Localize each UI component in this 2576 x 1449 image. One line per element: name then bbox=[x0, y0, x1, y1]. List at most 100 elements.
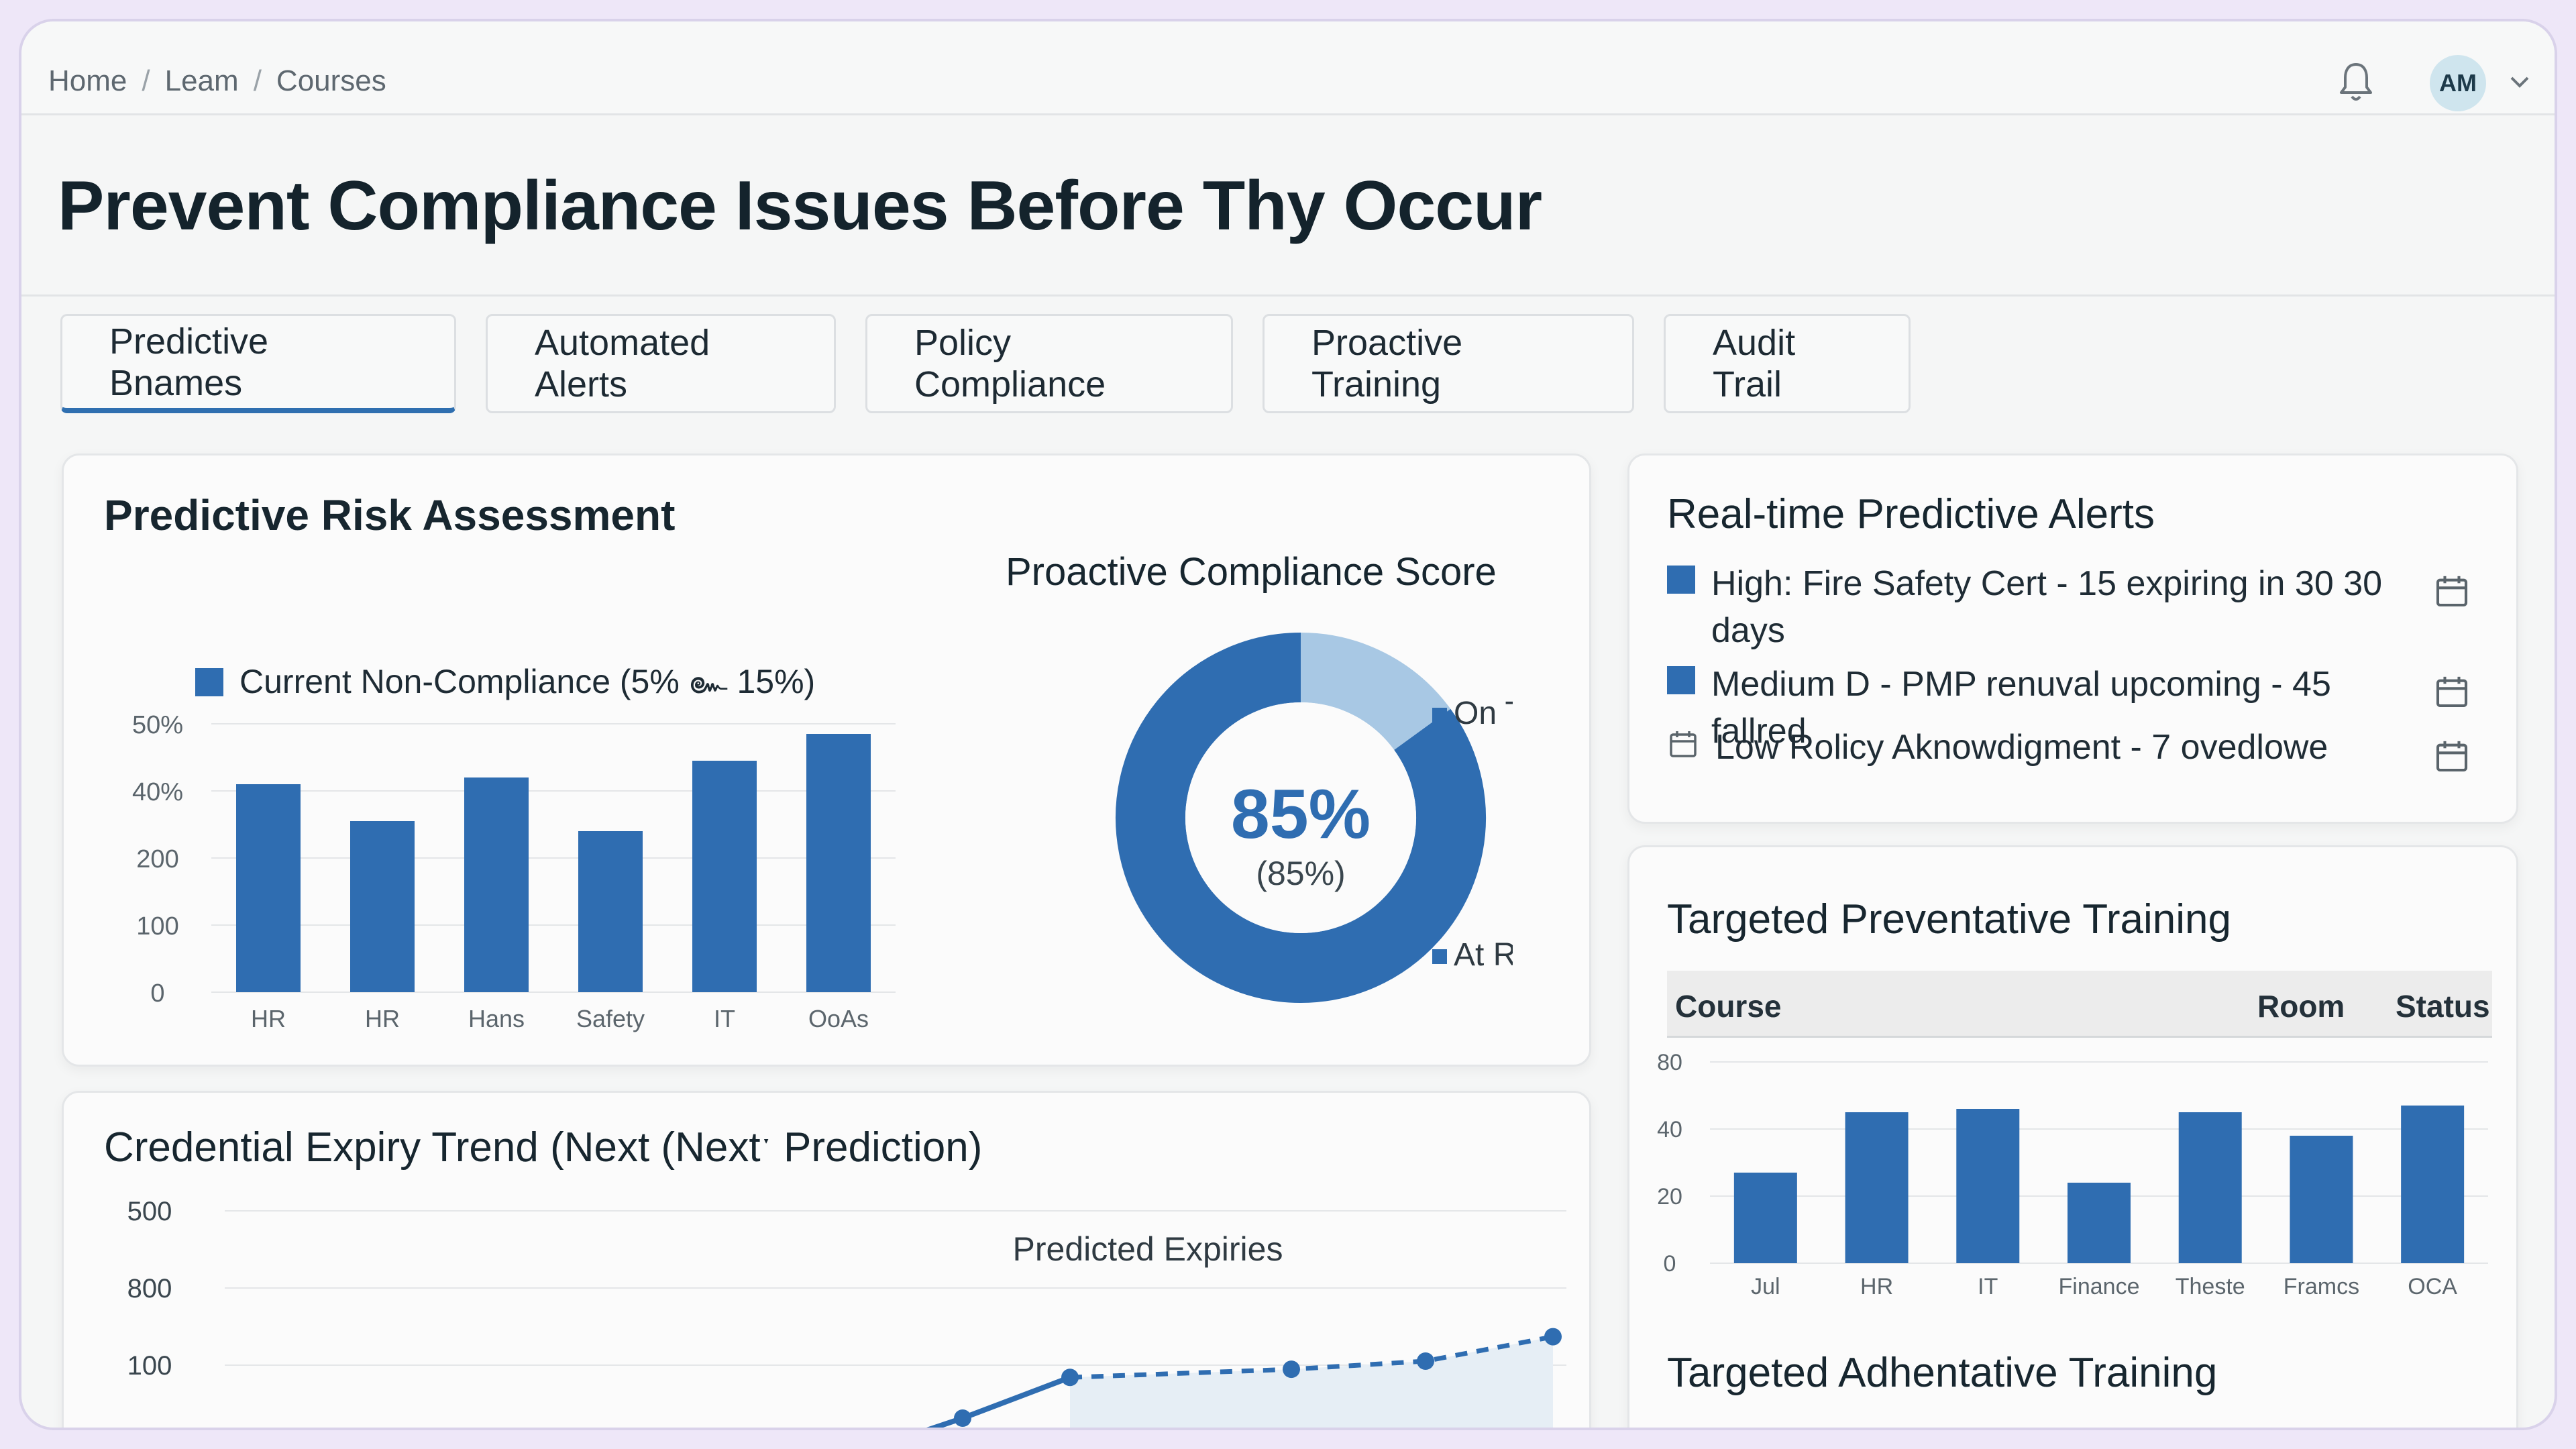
calendar-icon[interactable] bbox=[2433, 737, 2471, 775]
alert-text: High: Fire Safety Cert - 15 expiring in … bbox=[1711, 564, 2383, 650]
score-title: Proactive Compliance Score bbox=[1006, 550, 1497, 594]
y-tick-label: 0 bbox=[1664, 1251, 1676, 1277]
x-tick-label: IT bbox=[1978, 1274, 1998, 1297]
x-tick-label: HR bbox=[251, 1005, 286, 1032]
donut-legend-on-track: On Track bbox=[1454, 696, 1513, 731]
training-card-title: Targeted Preventative Training bbox=[1667, 896, 2231, 943]
alert-item[interactable]: Medium D - PMP renuval upcoming - 45 fal… bbox=[1667, 661, 2429, 755]
tab-predictive[interactable]: Predictive Bnames bbox=[60, 314, 456, 413]
y-tick-label: 80 bbox=[1657, 1050, 1682, 1075]
x-tick-label: Jul bbox=[1751, 1274, 1780, 1297]
donut-legend-at-risk: At Risk) bbox=[1454, 937, 1513, 973]
compliance-donut-chart: 85% (85%) On Track At Risk) bbox=[1116, 633, 1513, 1003]
risk-assessment-card: Predictive Risk Assessment Current Non-C… bbox=[62, 453, 1591, 1067]
risk-legend: Current Non-Compliance (5% ๛ 15%) bbox=[195, 655, 815, 708]
predicted-area bbox=[1070, 1336, 1553, 1428]
bar bbox=[2401, 1106, 2465, 1263]
calendar-icon[interactable] bbox=[2433, 572, 2471, 610]
data-point bbox=[1544, 1328, 1562, 1346]
x-tick-label: IT bbox=[714, 1005, 735, 1032]
y-tick-label: 40% bbox=[132, 778, 183, 806]
y-tick-label: 800 bbox=[127, 1274, 172, 1303]
y-tick-label: 20 bbox=[1657, 1184, 1682, 1210]
alert-item[interactable]: High: Fire Safety Cert - 15 expiring in … bbox=[1667, 560, 2429, 654]
y-tick-label: 50% bbox=[132, 711, 183, 739]
breadcrumb-learn[interactable]: Leam bbox=[164, 64, 239, 97]
tab-automated-alerts[interactable]: Automated Alerts bbox=[486, 314, 836, 413]
at-risk-swatch bbox=[1432, 949, 1447, 964]
alert-item[interactable]: Low Rolicy Aknowdigment - 7 ovedlowe bbox=[1667, 724, 2433, 771]
training-card: Targeted Preventative Training Course Ro… bbox=[1627, 845, 2518, 1428]
bar bbox=[350, 821, 415, 992]
title-bar: Prevent Compliance Issues Before Thy Occ… bbox=[21, 115, 2555, 297]
bar bbox=[2290, 1136, 2353, 1263]
avatar[interactable]: AM bbox=[2430, 55, 2486, 111]
breadcrumb-courses[interactable]: Courses bbox=[276, 64, 386, 97]
y-tick-label: 0 bbox=[150, 979, 164, 1008]
bar bbox=[2068, 1183, 2131, 1263]
top-bar: Home / Leam / Courses AM bbox=[21, 21, 2555, 115]
column-room[interactable]: Room bbox=[2257, 989, 2345, 1024]
data-point bbox=[1417, 1352, 1434, 1370]
bar bbox=[1845, 1112, 1909, 1263]
predicted-expiries-label: Predicted Expiries bbox=[1013, 1230, 1283, 1268]
score-value: 85% bbox=[1231, 775, 1371, 853]
page-title: Prevent Compliance Issues Before Thy Occ… bbox=[58, 167, 1542, 245]
x-tick-label: HR bbox=[1860, 1274, 1893, 1297]
tab-bar: Predictive Bnames Automated Alerts Polic… bbox=[60, 314, 1911, 413]
bar bbox=[236, 784, 301, 992]
bar bbox=[464, 777, 529, 992]
x-tick-label: Framcs bbox=[2284, 1274, 2359, 1297]
on-track-swatch bbox=[1432, 708, 1447, 722]
predicted-line bbox=[1069, 1334, 1554, 1380]
column-course[interactable]: Course bbox=[1675, 989, 1782, 1024]
alerts-card-title: Real-time Predictive Alerts bbox=[1667, 491, 2155, 537]
y-tick-label: 200 bbox=[136, 845, 178, 873]
training-table-header: Course Room Status bbox=[1667, 971, 2492, 1038]
bar bbox=[1733, 1173, 1797, 1263]
tab-proactive-training[interactable]: Proactive Training bbox=[1263, 314, 1634, 413]
y-tick-label: 100 bbox=[127, 1351, 172, 1381]
breadcrumb: Home / Leam / Courses bbox=[48, 64, 386, 98]
trend-card-title: Credential Expiry Trend (Next (Nextˑ Pre… bbox=[104, 1124, 983, 1171]
chevron-down-icon[interactable] bbox=[2504, 66, 2536, 98]
alert-text: Medium D - PMP renuval upcoming - 45 fal… bbox=[1711, 665, 2331, 751]
notification-bell-icon[interactable] bbox=[2329, 55, 2383, 109]
risk-card-title: Predictive Risk Assessment bbox=[104, 491, 676, 539]
donut-slice bbox=[1116, 633, 1486, 1003]
legend-swatch bbox=[195, 667, 223, 696]
x-tick-label: HR bbox=[365, 1005, 400, 1032]
data-point bbox=[1061, 1368, 1079, 1387]
x-tick-label: OoAs bbox=[808, 1005, 869, 1032]
priority-high-marker bbox=[1667, 566, 1695, 594]
calendar-icon[interactable] bbox=[2433, 673, 2471, 710]
x-tick-label: OCA bbox=[2408, 1274, 2457, 1297]
y-tick-label: 40 bbox=[1657, 1117, 1682, 1142]
app-window: Home / Leam / Courses AM Prevent Complia… bbox=[21, 21, 2555, 1428]
data-point bbox=[954, 1409, 971, 1427]
bar bbox=[692, 761, 757, 992]
next-training-title: Targeted Adhentative Training bbox=[1667, 1350, 2218, 1396]
alerts-card: Real-time Predictive Alerts High: Fire S… bbox=[1627, 453, 2518, 824]
alert-text: Low Rolicy Aknowdigment - 7 ovedlowe bbox=[1715, 728, 2328, 767]
donut-hole bbox=[1185, 702, 1416, 933]
expiry-line-chart: Predicted Expiries 500 800 100 bbox=[127, 1197, 1566, 1428]
x-tick-label: Theste bbox=[2176, 1274, 2245, 1297]
x-tick-label: Hans bbox=[468, 1005, 525, 1032]
tab-policy-compliance[interactable]: Policy Compliance bbox=[865, 314, 1233, 413]
bar bbox=[578, 831, 643, 992]
bar bbox=[806, 734, 871, 992]
donut-slice bbox=[1299, 633, 1451, 751]
bar bbox=[1956, 1109, 2020, 1263]
calendar-icon bbox=[1670, 731, 1697, 757]
training-bar-chart: 0 20 40 80 Jul HR IT Finance Theste Framcs OCA bbox=[1657, 1050, 2488, 1297]
actual-line bbox=[926, 1375, 1071, 1428]
breadcrumb-separator: / bbox=[142, 64, 150, 97]
y-tick-label: 100 bbox=[136, 912, 178, 941]
x-tick-label: Finance bbox=[2059, 1274, 2140, 1297]
column-status[interactable]: Status bbox=[2396, 989, 2490, 1024]
breadcrumb-home[interactable]: Home bbox=[48, 64, 127, 97]
priority-medium-marker bbox=[1667, 666, 1695, 694]
tab-audit-trail[interactable]: Audit Trail bbox=[1664, 314, 1911, 413]
breadcrumb-separator: / bbox=[253, 64, 262, 97]
